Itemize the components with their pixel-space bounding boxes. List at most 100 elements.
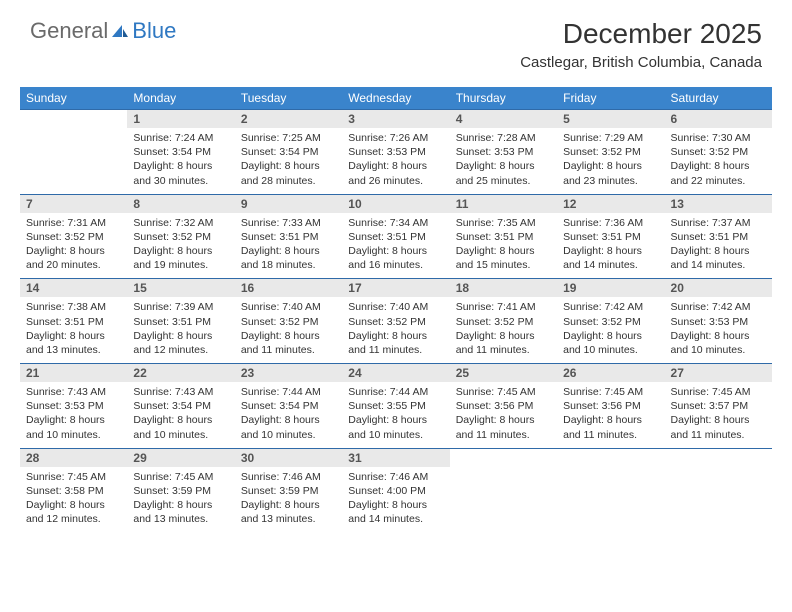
day-content-cell: Sunrise: 7:26 AMSunset: 3:53 PMDaylight:… (342, 128, 449, 194)
day-header: Friday (557, 87, 664, 110)
sunset-text: Sunset: 3:52 PM (133, 230, 228, 244)
day-content-cell: Sunrise: 7:37 AMSunset: 3:51 PMDaylight:… (665, 213, 772, 279)
day-content-cell: Sunrise: 7:45 AMSunset: 3:56 PMDaylight:… (557, 382, 664, 448)
day-header: Saturday (665, 87, 772, 110)
daylight-text: and 13 minutes. (26, 343, 121, 357)
daylight-text: and 10 minutes. (241, 428, 336, 442)
day-content-cell: Sunrise: 7:42 AMSunset: 3:53 PMDaylight:… (665, 297, 772, 363)
sunset-text: Sunset: 3:51 PM (671, 230, 766, 244)
day-number-cell: 5 (557, 110, 664, 129)
day-content-cell: Sunrise: 7:44 AMSunset: 3:55 PMDaylight:… (342, 382, 449, 448)
daylight-text: and 11 minutes. (456, 343, 551, 357)
day-number-cell: 28 (20, 448, 127, 467)
daylight-text: Daylight: 8 hours (671, 244, 766, 258)
daylight-text: Daylight: 8 hours (456, 329, 551, 343)
sunrise-text: Sunrise: 7:40 AM (348, 300, 443, 314)
daylight-text: Daylight: 8 hours (456, 244, 551, 258)
day-content-cell: Sunrise: 7:45 AMSunset: 3:56 PMDaylight:… (450, 382, 557, 448)
daylight-text: Daylight: 8 hours (241, 244, 336, 258)
daylight-text: Daylight: 8 hours (671, 159, 766, 173)
day-content-cell: Sunrise: 7:44 AMSunset: 3:54 PMDaylight:… (235, 382, 342, 448)
daylight-text: and 23 minutes. (563, 174, 658, 188)
day-number-cell: 7 (20, 194, 127, 213)
sunset-text: Sunset: 3:52 PM (456, 315, 551, 329)
daylight-text: Daylight: 8 hours (133, 498, 228, 512)
daylight-text: and 11 minutes. (563, 428, 658, 442)
day-content-cell: Sunrise: 7:32 AMSunset: 3:52 PMDaylight:… (127, 213, 234, 279)
day-content-cell: Sunrise: 7:36 AMSunset: 3:51 PMDaylight:… (557, 213, 664, 279)
day-number-cell: 2 (235, 110, 342, 129)
day-number-cell: 12 (557, 194, 664, 213)
day-number-cell (557, 448, 664, 467)
daylight-text: and 18 minutes. (241, 258, 336, 272)
day-content-cell (665, 467, 772, 533)
day-content-cell: Sunrise: 7:46 AMSunset: 4:00 PMDaylight:… (342, 467, 449, 533)
day-header: Thursday (450, 87, 557, 110)
day-number-cell: 8 (127, 194, 234, 213)
day-content-cell: Sunrise: 7:45 AMSunset: 3:59 PMDaylight:… (127, 467, 234, 533)
daylight-text: Daylight: 8 hours (671, 413, 766, 427)
logo-text-blue: Blue (132, 18, 176, 44)
day-number-cell (450, 448, 557, 467)
daylight-text: and 14 minutes. (563, 258, 658, 272)
sunrise-text: Sunrise: 7:44 AM (348, 385, 443, 399)
daylight-text: Daylight: 8 hours (348, 329, 443, 343)
day-content-cell: Sunrise: 7:35 AMSunset: 3:51 PMDaylight:… (450, 213, 557, 279)
daylight-text: and 10 minutes. (348, 428, 443, 442)
sunrise-text: Sunrise: 7:31 AM (26, 216, 121, 230)
sunset-text: Sunset: 3:51 PM (456, 230, 551, 244)
sunrise-text: Sunrise: 7:43 AM (133, 385, 228, 399)
daynum-row: 28293031 (20, 448, 772, 467)
daylight-text: Daylight: 8 hours (563, 329, 658, 343)
sunset-text: Sunset: 3:59 PM (133, 484, 228, 498)
sunrise-text: Sunrise: 7:42 AM (671, 300, 766, 314)
day-number-cell: 11 (450, 194, 557, 213)
daylight-text: Daylight: 8 hours (133, 159, 228, 173)
sunset-text: Sunset: 3:55 PM (348, 399, 443, 413)
sunrise-text: Sunrise: 7:45 AM (671, 385, 766, 399)
sunrise-text: Sunrise: 7:42 AM (563, 300, 658, 314)
day-number-cell: 1 (127, 110, 234, 129)
sunset-text: Sunset: 3:51 PM (26, 315, 121, 329)
daylight-text: and 30 minutes. (133, 174, 228, 188)
day-content-cell: Sunrise: 7:29 AMSunset: 3:52 PMDaylight:… (557, 128, 664, 194)
sunrise-text: Sunrise: 7:24 AM (133, 131, 228, 145)
sunrise-text: Sunrise: 7:43 AM (26, 385, 121, 399)
sunset-text: Sunset: 3:51 PM (133, 315, 228, 329)
sunrise-text: Sunrise: 7:39 AM (133, 300, 228, 314)
daylight-text: and 13 minutes. (241, 512, 336, 526)
day-number-cell: 30 (235, 448, 342, 467)
daylight-text: Daylight: 8 hours (133, 413, 228, 427)
daylight-text: and 19 minutes. (133, 258, 228, 272)
sunrise-text: Sunrise: 7:44 AM (241, 385, 336, 399)
daylight-text: Daylight: 8 hours (241, 498, 336, 512)
day-number-cell: 3 (342, 110, 449, 129)
daylight-text: and 14 minutes. (671, 258, 766, 272)
logo-text-general: General (30, 18, 108, 44)
sunrise-text: Sunrise: 7:40 AM (241, 300, 336, 314)
day-content-cell: Sunrise: 7:30 AMSunset: 3:52 PMDaylight:… (665, 128, 772, 194)
day-content-cell: Sunrise: 7:24 AMSunset: 3:54 PMDaylight:… (127, 128, 234, 194)
daylight-text: Daylight: 8 hours (348, 498, 443, 512)
sunrise-text: Sunrise: 7:45 AM (563, 385, 658, 399)
sunset-text: Sunset: 3:52 PM (348, 315, 443, 329)
sunrise-text: Sunrise: 7:34 AM (348, 216, 443, 230)
sunset-text: Sunset: 3:56 PM (456, 399, 551, 413)
day-header: Monday (127, 87, 234, 110)
day-number-cell: 16 (235, 279, 342, 298)
day-content-cell: Sunrise: 7:45 AMSunset: 3:57 PMDaylight:… (665, 382, 772, 448)
day-content-cell (20, 128, 127, 194)
daylight-text: Daylight: 8 hours (26, 498, 121, 512)
daylight-text: Daylight: 8 hours (563, 244, 658, 258)
month-title: December 2025 (520, 18, 762, 50)
sunset-text: Sunset: 3:53 PM (348, 145, 443, 159)
daynum-row: 14151617181920 (20, 279, 772, 298)
daylight-text: and 12 minutes. (133, 343, 228, 357)
daylight-text: Daylight: 8 hours (133, 244, 228, 258)
day-number-cell: 24 (342, 364, 449, 383)
day-content-cell: Sunrise: 7:46 AMSunset: 3:59 PMDaylight:… (235, 467, 342, 533)
sunset-text: Sunset: 3:56 PM (563, 399, 658, 413)
day-content-cell: Sunrise: 7:41 AMSunset: 3:52 PMDaylight:… (450, 297, 557, 363)
daylight-text: and 11 minutes. (671, 428, 766, 442)
sunrise-text: Sunrise: 7:46 AM (348, 470, 443, 484)
